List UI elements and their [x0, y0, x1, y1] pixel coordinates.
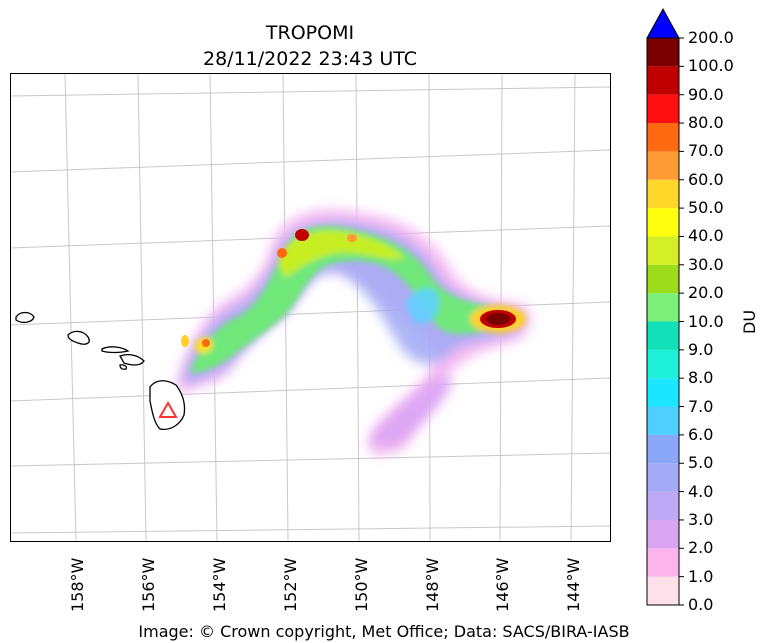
colorbar-box	[647, 66, 679, 95]
lon-label: 152°W	[281, 557, 300, 612]
colorbar-boxes	[646, 37, 684, 606]
colorbar-level-label: 9.0	[688, 339, 714, 359]
lon-label: 158°W	[68, 557, 87, 612]
so2-plume-core	[190, 226, 526, 373]
oahu-island	[67, 330, 90, 345]
colorbar-level-label: 3.0	[688, 509, 714, 529]
colorbar-box	[647, 548, 679, 577]
colorbar-box	[647, 151, 679, 180]
colorbar-level-label: 0.0	[688, 595, 714, 614]
colorbar-box	[647, 576, 679, 605]
colorbar-box	[647, 293, 679, 322]
colorbar-box	[647, 519, 679, 549]
colorbar-box	[647, 491, 679, 520]
colorbar-level-label: 80.0	[688, 113, 724, 133]
colorbar-level-label: 200.0	[688, 28, 734, 47]
colorbar-level-label: 6.0	[688, 424, 714, 444]
map-title: TROPOMI	[265, 22, 355, 44]
colorbar-box	[647, 349, 679, 379]
map-panel	[10, 73, 611, 542]
colorbar-box	[647, 38, 679, 67]
coastlines	[15, 311, 186, 431]
map-subtitle: 28/11/2022 23:43 UTC	[202, 48, 417, 70]
colorbar-level-label: 40.0	[688, 226, 724, 246]
colorbar-extend-arrow	[646, 7, 680, 39]
colorbar-level-label: 5.0	[688, 453, 714, 473]
colorbar-box	[647, 264, 679, 294]
lon-label: 156°W	[139, 557, 158, 612]
lon-label: 148°W	[423, 557, 442, 612]
colorbar-box	[647, 434, 679, 464]
lon-label: 144°W	[564, 557, 583, 612]
colorbar-level-label: 4.0	[688, 481, 714, 501]
colorbar-box	[647, 378, 679, 407]
colorbar-box	[647, 463, 679, 492]
lon-label: 154°W	[210, 557, 229, 612]
so2-plume-halo	[175, 209, 531, 455]
colorbar-level-label: 100.0	[688, 56, 734, 76]
colorbar-level-label: 90.0	[688, 84, 724, 104]
colorbar-level-label: 30.0	[688, 254, 724, 274]
colorbar-box	[647, 94, 679, 124]
lon-label: 150°W	[352, 557, 371, 612]
colorbar-level-label: 10.0	[688, 311, 724, 331]
colorbar-level-label: 60.0	[688, 169, 724, 189]
colorbar-unit: DU	[740, 309, 759, 334]
colorbar-level-label: 8.0	[688, 368, 714, 388]
colorbar-box	[647, 179, 679, 209]
colorbar-level-label: 50.0	[688, 198, 724, 218]
colorbar-level-label: 1.0	[688, 566, 714, 586]
lon-label: 146°W	[493, 557, 512, 612]
molokai-island	[101, 346, 130, 354]
so2-plume-peaks	[181, 229, 516, 347]
colorbar-level-label: 70.0	[688, 141, 724, 161]
colorbar-box	[647, 208, 679, 237]
colorbar-box	[647, 406, 679, 435]
lanai-island	[119, 364, 128, 370]
kauai-island	[15, 311, 35, 324]
colorbar-box	[647, 123, 679, 152]
volcano-triangle-icon	[158, 400, 178, 418]
colorbar	[646, 7, 684, 606]
colorbar-box	[647, 236, 679, 265]
credit-footer: Image: © Crown copyright, Met Office; Da…	[138, 622, 630, 641]
colorbar-level-label: 20.0	[688, 283, 724, 303]
colorbar-box	[647, 321, 679, 350]
so2-plume-mid	[182, 222, 520, 446]
colorbar-level-label: 7.0	[688, 396, 714, 416]
maui-island	[119, 354, 145, 366]
colorbar-level-label: 2.0	[688, 538, 714, 558]
